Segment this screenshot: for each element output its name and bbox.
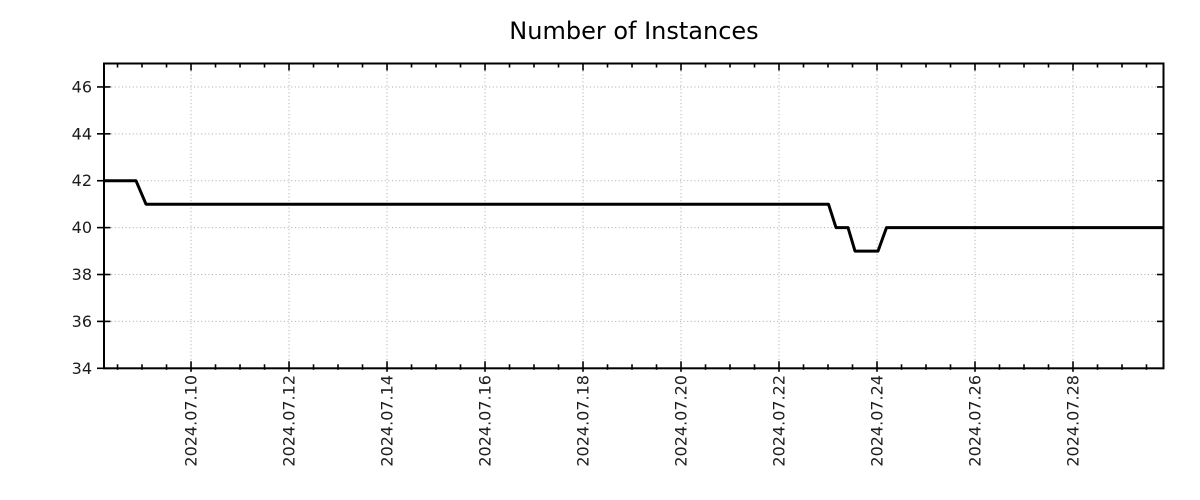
x-tick-label: 2024.07.28 [1063,375,1082,467]
x-tick-label: 2024.07.18 [574,375,593,467]
chart-plot-area: 34 36 38 40 42 44 46 2024.07.10 2024.07.12 2024.0… [72,62,1165,467]
y-tick-label: 36 [72,312,92,331]
x-tick-label: 2024.07.22 [770,375,789,467]
x-tick-label: 2024.07.10 [182,375,201,467]
series-line [104,179,1164,253]
y-tick-label: 44 [72,124,92,143]
x-tick-label: 2024.07.24 [868,375,887,467]
x-tick-label: 2024.07.26 [966,375,985,467]
x-tick-label: 2024.07.16 [476,375,495,467]
y-tick-label: 42 [72,171,92,190]
y-tick-label: 38 [72,265,92,284]
x-tick-label: 2024.07.20 [672,375,691,467]
y-tick-label: 34 [72,359,92,378]
y-tick-label: 46 [72,77,92,96]
chart-title: Number of Instances [509,17,758,45]
x-tick-label: 2024.07.12 [280,375,299,467]
y-tick-label: 40 [72,218,92,237]
x-tick-label: 2024.07.14 [378,375,397,467]
plot-border [103,62,1165,370]
